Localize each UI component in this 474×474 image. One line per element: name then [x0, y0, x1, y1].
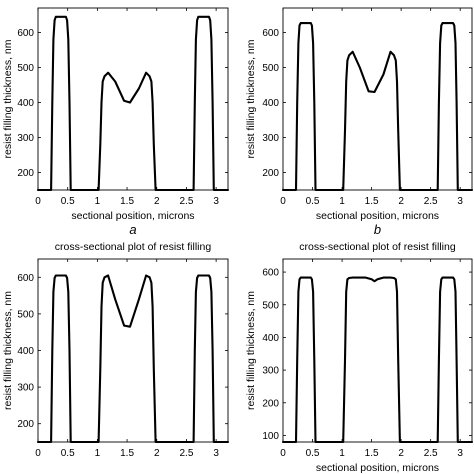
x-tick-label: 2	[398, 196, 404, 207]
x-tick-label: 1	[95, 448, 101, 459]
x-tick-label: 1.5	[365, 196, 379, 207]
y-tick-label: 600	[17, 273, 34, 284]
y-tick-label: 500	[262, 300, 279, 311]
y-tick-label: 500	[17, 309, 34, 320]
panel-letter: a	[129, 222, 136, 237]
x-tick-label: 0	[280, 448, 286, 459]
y-tick-label: 200	[262, 398, 279, 409]
y-tick-label: 200	[17, 419, 34, 430]
y-tick-label: 400	[262, 333, 279, 344]
x-tick-label: 2.5	[424, 196, 438, 207]
y-tick-label: 400	[17, 98, 34, 109]
panel-letter: b	[374, 222, 381, 237]
x-tick-label: 0.5	[61, 196, 75, 207]
x-tick-label: 2.5	[424, 448, 438, 459]
x-tick-label: 1.5	[365, 448, 379, 459]
x-tick-label: 0.5	[306, 196, 320, 207]
y-tick-label: 300	[262, 366, 279, 377]
y-tick-label: 500	[17, 63, 34, 74]
x-tick-label: 3	[213, 448, 219, 459]
plot-area	[37, 258, 229, 443]
y-tick-label: 600	[262, 28, 279, 39]
y-tick-label: 300	[262, 133, 279, 144]
chart-panel-b: 0 0.5 1 1.5 2 2.5 3 200 300 400 500 600 resist filli…	[245, 7, 474, 237]
x-axis-label: sectional position, microns	[71, 210, 194, 222]
y-axis-label: resist filling thickness, nm	[2, 39, 14, 158]
x-tick-label: 3	[213, 196, 219, 207]
y-tick-label: 600	[262, 268, 279, 279]
x-axis-label: sectional position, microns	[316, 210, 439, 222]
y-axis-label: resist filling thickness, nm	[2, 291, 14, 410]
x-tick-label: 0	[35, 448, 41, 459]
x-tick-label: 2	[154, 196, 160, 207]
x-tick-label: 2	[398, 448, 404, 459]
y-axis-label: resist filling thickness, nm	[245, 291, 257, 410]
x-tick-label: 0.5	[306, 448, 320, 459]
x-tick-label: 0.5	[61, 448, 75, 459]
x-tick-label: 1	[339, 448, 345, 459]
y-tick-label: 400	[262, 98, 279, 109]
y-axis-label: resist filling thickness, nm	[245, 39, 257, 158]
x-tick-label: 2	[154, 448, 160, 459]
x-tick-label: 2.5	[179, 196, 193, 207]
plot-area	[282, 258, 473, 443]
y-tick-label: 600	[17, 28, 34, 39]
x-tick-label: 2.5	[179, 448, 193, 459]
x-tick-label: 0	[280, 196, 286, 207]
y-tick-label: 200	[262, 168, 279, 179]
y-tick-label: 200	[17, 168, 34, 179]
y-tick-label: 300	[17, 383, 34, 394]
plot-area	[282, 7, 473, 191]
series-line	[281, 22, 474, 192]
panel-title: cross-sectional plot of resist filling	[55, 241, 212, 253]
series-line	[281, 276, 474, 444]
x-tick-label: 3	[457, 448, 463, 459]
series-line	[36, 15, 230, 192]
y-tick-label: 500	[262, 63, 279, 74]
chart-panel-d: 0 0.5 1 1.5 2 2.5 3 100 200 300 400 500 600 resist fi…	[245, 241, 474, 474]
panel-title: cross-sectional plot of resist filling	[299, 241, 456, 253]
x-tick-label: 1.5	[120, 448, 134, 459]
x-tick-label: 1	[95, 196, 101, 207]
x-tick-label: 0	[35, 196, 41, 207]
x-tick-label: 1.5	[120, 196, 134, 207]
x-axis-label: sectional position, microns	[316, 462, 439, 474]
y-tick-label: 100	[262, 431, 279, 442]
x-tick-label: 1	[339, 196, 345, 207]
x-tick-label: 3	[457, 196, 463, 207]
y-tick-label: 300	[17, 133, 34, 144]
y-tick-label: 400	[17, 346, 34, 357]
series-line	[36, 274, 230, 444]
